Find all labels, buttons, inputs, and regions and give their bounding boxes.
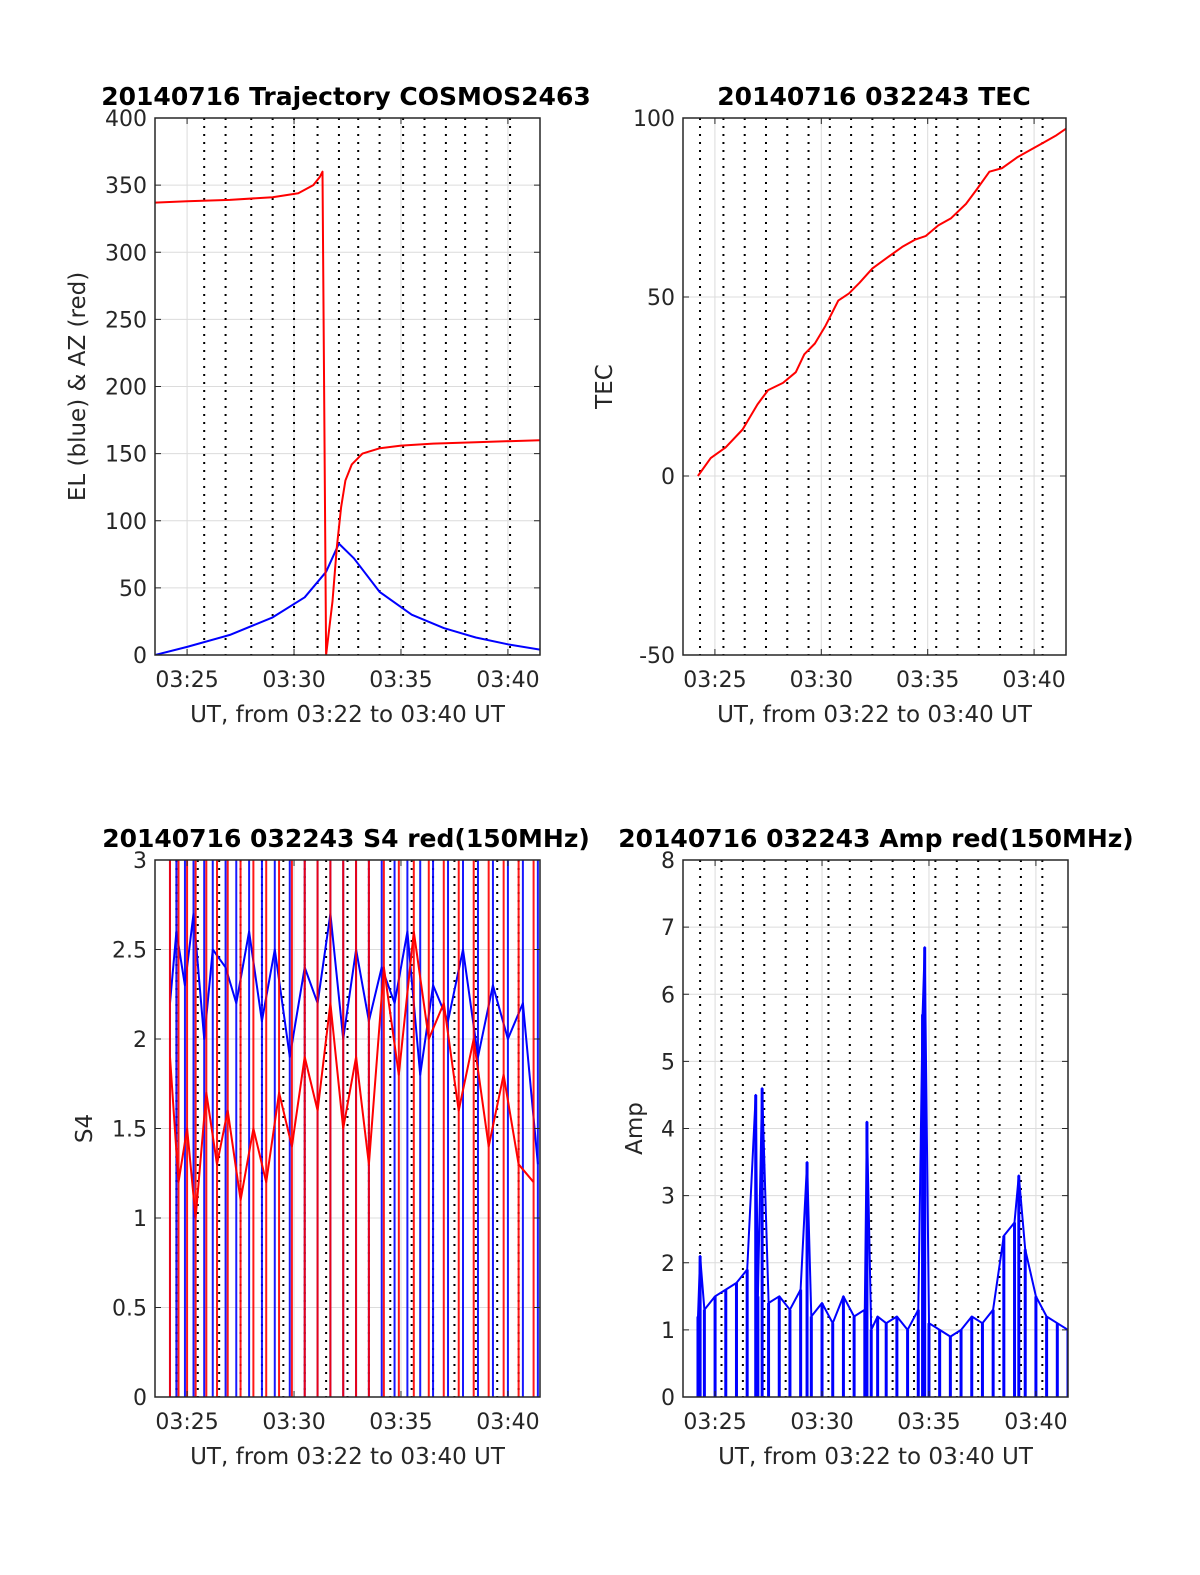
y-axis-label: Amp	[622, 1102, 648, 1155]
x-tick-label: 03:35	[369, 1410, 432, 1435]
x-tick-label: 03:25	[155, 1410, 218, 1435]
axes-frame	[682, 117, 1067, 656]
x-tick-label: 03:40	[1004, 1410, 1067, 1435]
y-tick-label: 0.5	[112, 1297, 147, 1322]
series-group	[697, 127, 1066, 477]
series-line-el	[155, 542, 540, 655]
x-tick-label: 03:40	[476, 668, 539, 693]
series-line-s4-blue	[169, 912, 539, 1165]
y-tick-label: 6	[661, 983, 675, 1008]
tec-panel: -50 0 50 100 03:25 03:30 03:35 03:40 20140716 03…	[592, 82, 1067, 728]
x-tick-label: 03:30	[790, 668, 853, 693]
x-tick-label: 03:25	[683, 1410, 746, 1435]
chart-title: 20140716 032243 TEC	[717, 82, 1030, 111]
y-tick-label: 0	[661, 465, 675, 490]
series-line-az	[155, 170, 540, 655]
amp-panel: 0 1 2 3 4 5 6 7 8 03:25 03:30 03:35 03:40 20140716 03…	[618, 824, 1134, 1470]
y-tick-label: 0	[661, 1386, 675, 1411]
y-tick-label: 400	[105, 107, 147, 132]
s4-panel: 0 0.5 1 1.5 2 2.5 3 03:25 03:30 03:35 03:40 2014071…	[72, 824, 590, 1470]
y-tick-label: 1	[133, 1207, 147, 1232]
y-tick-label: 3	[661, 1185, 675, 1210]
chart-title: 20140716 032243 Amp red(150MHz)	[618, 824, 1134, 853]
y-tick-label: 350	[105, 174, 147, 199]
x-tick-label: 03:35	[897, 1410, 960, 1435]
y-tick-label: -50	[639, 644, 675, 669]
x-axis-label: UT, from 03:22 to 03:40 UT	[190, 1444, 506, 1470]
x-tick-label: 03:30	[790, 1410, 853, 1435]
y-tick-label: 150	[105, 443, 147, 468]
y-tick-label: 250	[105, 308, 147, 333]
trajectory-panel: 0 50 100 150 200 250 300 350 400 03:25 03:30 03:35 0…	[65, 82, 591, 728]
y-tick-label: 0	[133, 1386, 147, 1411]
series-group	[168, 860, 539, 1397]
series-group	[155, 170, 540, 655]
x-tick-label: 03:25	[155, 668, 218, 693]
y-axis-label: S4	[72, 1114, 98, 1143]
y-tick-label: 50	[119, 577, 147, 602]
chart-title: 20140716 032243 S4 red(150MHz)	[102, 824, 590, 853]
plot-area	[683, 118, 1066, 655]
x-tick-label: 03:30	[262, 668, 325, 693]
y-tick-label: 100	[105, 510, 147, 535]
x-tick-label: 03:25	[683, 668, 746, 693]
x-axis-label: UT, from 03:22 to 03:40 UT	[190, 702, 506, 728]
x-tick-label: 03:30	[262, 1410, 325, 1435]
y-tick-label: 8	[661, 849, 675, 874]
y-tick-label: 300	[105, 241, 147, 266]
y-tick-label: 1.5	[112, 1118, 147, 1143]
y-axis-label: EL (blue) & AZ (red)	[65, 272, 91, 501]
series-line-tec	[697, 127, 1066, 477]
y-tick-label: 100	[633, 107, 675, 132]
y-tick-label: 7	[661, 916, 675, 941]
x-axis-label: UT, from 03:22 to 03:40 UT	[717, 702, 1033, 728]
y-tick-label: 50	[647, 286, 675, 311]
chart-title: 20140716 Trajectory COSMOS2463	[101, 82, 591, 111]
x-axis-label: UT, from 03:22 to 03:40 UT	[718, 1444, 1034, 1470]
y-tick-label: 0	[133, 644, 147, 669]
y-tick-label: 2.5	[112, 939, 147, 964]
y-tick-label: 4	[661, 1118, 675, 1143]
y-tick-label: 5	[661, 1050, 675, 1075]
x-tick-label: 03:35	[896, 668, 959, 693]
y-tick-label: 200	[105, 376, 147, 401]
y-axis-label: TEC	[592, 364, 618, 410]
y-tick-label: 3	[133, 849, 147, 874]
x-tick-label: 03:40	[1002, 668, 1065, 693]
series-group	[696, 946, 1068, 1397]
x-tick-label: 03:35	[369, 668, 432, 693]
y-tick-label: 1	[661, 1319, 675, 1344]
x-tick-label: 03:40	[476, 1410, 539, 1435]
y-tick-label: 2	[661, 1252, 675, 1277]
y-tick-label: 2	[133, 1028, 147, 1053]
